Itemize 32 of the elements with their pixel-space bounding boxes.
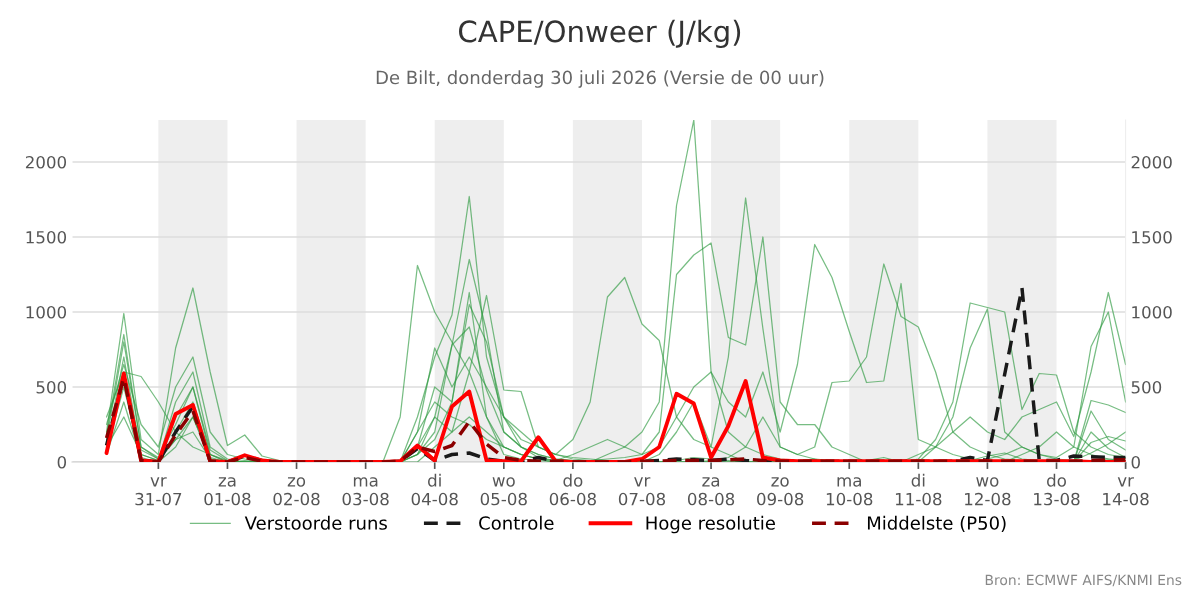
- legend-label: Verstoorde runs: [244, 515, 387, 530]
- text: Bron: ECMWF AIFS/KNMI Ens: [985, 574, 1182, 587]
- x-tick-label: wo 05-08: [480, 477, 527, 506]
- legend-label: Hoge resolutie: [646, 515, 775, 534]
- y-tick-label: 1000: [26, 305, 67, 319]
- x-tick-label: vr 14-08: [1103, 477, 1149, 506]
- x-tick-label: vr 07-08: [618, 477, 666, 506]
- x-tick-label: zo 02-08: [273, 477, 320, 506]
- y2-tick-label: 1000: [1132, 305, 1172, 319]
- chart-subtitle: De Bilt, donderdag 30 juli 2026 (Versie de 00 uur): [376, 70, 824, 88]
- x-tick-label: vr 31-07: [135, 477, 182, 506]
- y-tick-label: 0: [57, 455, 67, 469]
- x-tick-label: zo 09-08: [757, 477, 804, 506]
- x-tick-label: ma 03-08: [342, 477, 389, 506]
- chart-title: CAPE/Onweer (J/kg): [459, 19, 741, 49]
- x-tick-label: di 11-08: [895, 473, 942, 506]
- x-tick-label: za 01-08: [204, 477, 251, 506]
- y2-tick-label: 1500: [1132, 230, 1172, 244]
- y-tick-label: 500: [36, 380, 67, 394]
- legend-label: Middelste (P50): [867, 515, 1006, 532]
- x-tick-label: di 04-08: [411, 473, 458, 506]
- y-tick-label: 1500: [26, 230, 67, 244]
- x-tick-label: za 08-08: [687, 477, 735, 506]
- x-tick-label: ma 10-08: [826, 477, 873, 506]
- x-tick-label: do 06-08: [549, 473, 596, 506]
- y-tick-label: 2000: [25, 155, 67, 169]
- y2-tick-label: 500: [1131, 380, 1162, 394]
- y2-tick-label: 0: [1131, 455, 1140, 469]
- x-tick-label: do 13-08: [1034, 473, 1080, 506]
- x-tick-label: wo 12-08: [965, 477, 1011, 506]
- legend-label: Controle: [479, 515, 554, 530]
- y2-tick-label: 2000: [1131, 155, 1172, 169]
